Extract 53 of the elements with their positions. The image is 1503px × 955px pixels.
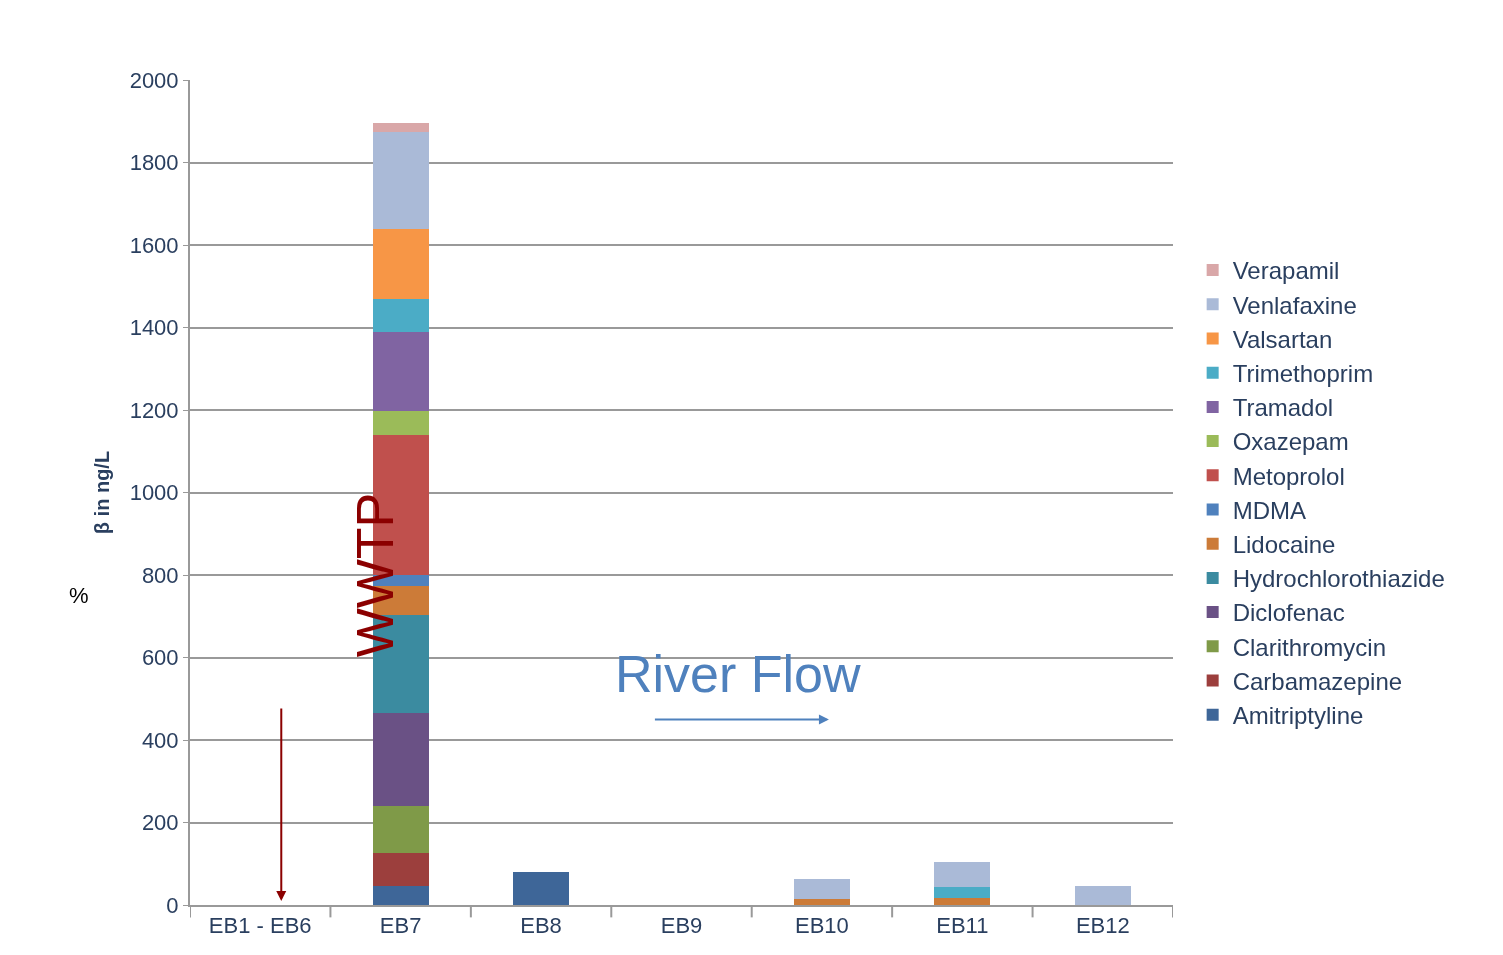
bar [934, 897, 991, 905]
bar [934, 862, 991, 887]
legend-label: Valsartan [1232, 325, 1333, 353]
x-tick-label: EB7 [379, 913, 422, 939]
y-axis-title: β in ng/L [90, 450, 113, 535]
y-tick-label: 200 [141, 810, 179, 836]
bar [1074, 886, 1131, 905]
legend-label: MDMA [1232, 496, 1306, 524]
annotation: River Flow [615, 645, 862, 703]
legend-label: Trimethoprim [1232, 360, 1374, 388]
y-tick-label: 2000 [129, 67, 179, 93]
bar [934, 886, 991, 898]
x-tick-label: EB9 [660, 913, 703, 939]
y-tick-label: 1400 [129, 315, 179, 341]
bar [372, 332, 429, 412]
bar [372, 713, 429, 807]
annotation: WWTP [346, 492, 405, 658]
bar [372, 885, 429, 905]
x-tick-label: EB11 [936, 913, 989, 939]
y-tick-label: 0 [166, 892, 179, 918]
text: % [69, 583, 89, 608]
y-tick-label: 1600 [129, 232, 179, 258]
legend-label: Amitriptyline [1232, 702, 1364, 730]
bar [372, 853, 429, 886]
legend-label: Lidocaine [1232, 531, 1336, 559]
x-tick-label: EB10 [795, 913, 849, 939]
bar [512, 871, 570, 905]
y-tick-label: 400 [141, 727, 179, 753]
x-tick-label: EB8 [520, 913, 562, 939]
legend-label: Clarithromycin [1232, 633, 1387, 661]
legend-label: Venlafaxine [1232, 291, 1357, 319]
x-tick-label: EB1 - EB6 [208, 913, 312, 939]
legend-label: Metoprolol [1232, 462, 1345, 490]
y-tick-label: 1000 [129, 480, 179, 506]
legend-label: Carbamazepine [1232, 667, 1403, 695]
legend-label: Diclofenac [1232, 599, 1345, 627]
y-tick-label: 600 [141, 645, 179, 671]
y-tick-label: 1800 [129, 150, 179, 176]
bar [372, 131, 429, 229]
bar [793, 879, 851, 900]
y-tick-label: 1200 [129, 397, 179, 423]
y-tick-label: 800 [141, 562, 179, 588]
legend-label: Oxazepam [1232, 428, 1349, 456]
legend-label: Tramadol [1232, 394, 1334, 422]
legend-label: Verapamil [1232, 257, 1340, 285]
bar [372, 806, 429, 854]
x-tick-label: EB12 [1075, 913, 1130, 939]
legend-label: Hydrochlorothiazide [1232, 565, 1445, 593]
bar [793, 899, 851, 905]
bar [372, 228, 429, 300]
bar [372, 123, 429, 132]
bar [372, 411, 429, 435]
bar [372, 299, 429, 333]
